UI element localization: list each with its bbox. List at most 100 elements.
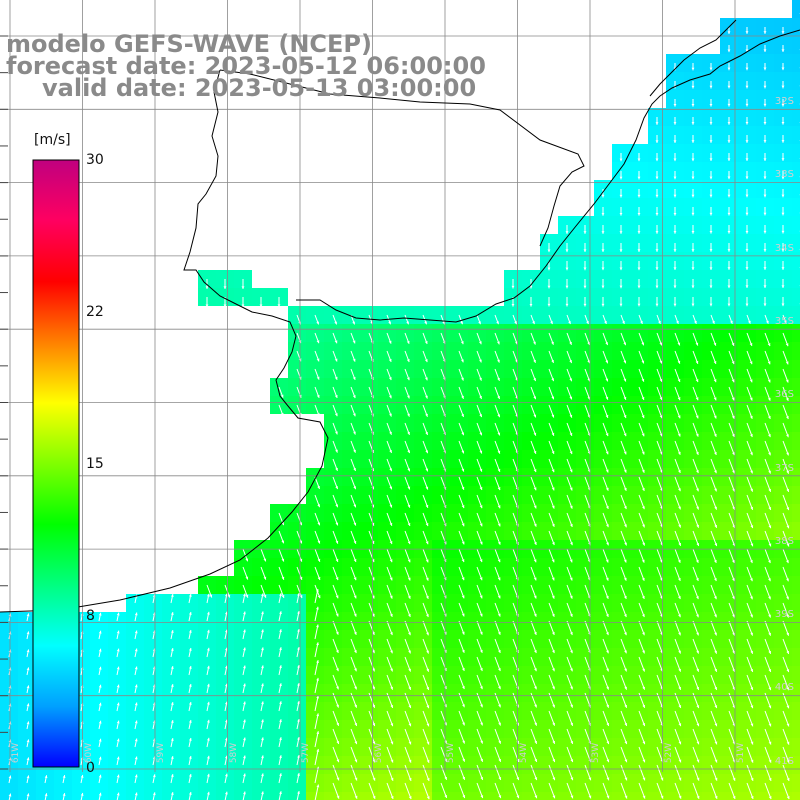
wind-arrow-head xyxy=(479,577,483,581)
wind-speed-cell xyxy=(792,126,800,144)
wind-arrow-head xyxy=(533,487,537,491)
wind-arrow-head xyxy=(335,540,339,544)
wind-arrow-head xyxy=(569,341,572,345)
wind-speed-cell xyxy=(558,792,576,800)
wind-arrow-head xyxy=(407,504,411,508)
wind-arrow-head xyxy=(206,791,210,795)
wind-arrow-head xyxy=(750,506,754,510)
wind-arrow-head xyxy=(425,504,429,508)
wind-arrow-head xyxy=(281,576,285,580)
wind-arrow-head xyxy=(642,595,645,599)
wind-arrow xyxy=(728,728,736,745)
wind-arrow-head xyxy=(605,414,609,418)
wind-arrow-head xyxy=(659,342,663,346)
wind-arrow-head xyxy=(750,543,754,547)
wind-arrow-head xyxy=(727,31,731,34)
wind-arrow-head xyxy=(659,577,663,581)
wind-arrow xyxy=(656,782,664,799)
wind-arrow-head xyxy=(460,321,463,325)
wind-arrow-head xyxy=(170,738,174,742)
wind-arrow-head xyxy=(781,121,785,125)
wind-arrow-head xyxy=(624,759,628,763)
wind-arrow-head xyxy=(750,741,754,745)
wind-arrow-head xyxy=(533,450,537,454)
wind-arrow-head xyxy=(390,650,393,654)
wind-arrow-head xyxy=(570,668,573,672)
wind-arrow-head xyxy=(691,176,695,180)
wind-arrow-head xyxy=(623,360,627,364)
wind-arrow xyxy=(512,764,520,781)
wind-arrow-head xyxy=(534,650,537,654)
wind-speed-cell xyxy=(792,702,800,720)
wind-arrow-head xyxy=(388,321,391,325)
wind-arrow xyxy=(728,656,736,673)
wind-arrow-head xyxy=(134,630,138,634)
wind-arrow-head xyxy=(763,285,767,289)
wind-arrow-head xyxy=(660,596,663,600)
wind-arrow-head xyxy=(281,522,285,526)
wind-arrow-head xyxy=(750,560,753,564)
wind-arrow-head xyxy=(261,701,264,705)
wind-arrow-head xyxy=(390,632,393,636)
wind-arrow-head xyxy=(408,705,412,709)
wind-arrow-head xyxy=(243,755,246,759)
wind-arrow-head xyxy=(152,774,156,778)
wind-arrow-head xyxy=(714,705,718,709)
wind-arrow xyxy=(368,746,376,763)
wind-speed-cell xyxy=(792,270,800,288)
wind-arrow-head xyxy=(587,360,591,364)
wind-arrow xyxy=(710,674,718,691)
wind-arrow-head xyxy=(659,433,663,437)
wind-arrow-head xyxy=(551,451,555,454)
wind-arrow-head xyxy=(727,67,731,71)
wind-arrow-head xyxy=(678,759,682,763)
wind-arrow-head xyxy=(623,342,627,346)
wind-arrow-head xyxy=(44,793,48,797)
wind-speed-cell xyxy=(792,594,800,612)
wind-arrow-head xyxy=(678,650,681,654)
latitude-label: 35S xyxy=(774,315,794,327)
wind-arrow-head xyxy=(241,304,245,308)
wind-arrow-head xyxy=(768,777,772,781)
wind-arrow-head xyxy=(279,593,282,597)
wind-arrow-head xyxy=(353,486,357,490)
wind-speed-cell xyxy=(198,792,216,800)
wind-arrow-head xyxy=(261,593,264,597)
wind-arrow xyxy=(764,746,772,763)
wind-arrow-head xyxy=(696,578,699,581)
wind-arrow-head xyxy=(425,450,429,454)
wind-arrow-head xyxy=(696,723,700,727)
wind-arrow-head xyxy=(622,320,625,324)
wind-speed-cell xyxy=(792,612,800,630)
wind-arrow-head xyxy=(263,594,267,598)
wind-arrow-head xyxy=(763,85,767,89)
wind-arrow-head xyxy=(372,686,375,690)
wind-arrow-head xyxy=(642,524,645,528)
wind-arrow xyxy=(458,764,466,781)
wind-arrow-head xyxy=(619,249,623,252)
wind-speed-cell xyxy=(324,792,342,800)
wind-arrow xyxy=(404,764,412,782)
wind-arrow-head xyxy=(713,360,717,364)
wind-arrow-head xyxy=(243,647,246,651)
wind-arrow-head xyxy=(732,543,736,547)
wind-arrow xyxy=(386,710,394,727)
wind-arrow xyxy=(692,710,700,727)
wind-arrow-head xyxy=(642,741,646,745)
wind-arrow-head xyxy=(206,665,210,669)
wind-arrow-head xyxy=(749,379,753,383)
wind-arrow-head xyxy=(714,470,717,474)
wind-arrow xyxy=(422,728,430,745)
wind-arrow-head xyxy=(424,359,428,363)
wind-arrow-head xyxy=(407,486,411,490)
wind-arrow-head xyxy=(26,793,30,797)
wind-arrow-head xyxy=(461,377,464,381)
wind-arrow-head xyxy=(26,703,30,707)
wind-arrow-head xyxy=(745,303,749,307)
wind-arrow-head xyxy=(676,320,679,324)
wind-speed-cell xyxy=(252,792,270,800)
wind-arrow-head xyxy=(709,212,713,216)
wind-speed-cell xyxy=(0,792,18,800)
wind-arrow-head xyxy=(389,449,392,453)
